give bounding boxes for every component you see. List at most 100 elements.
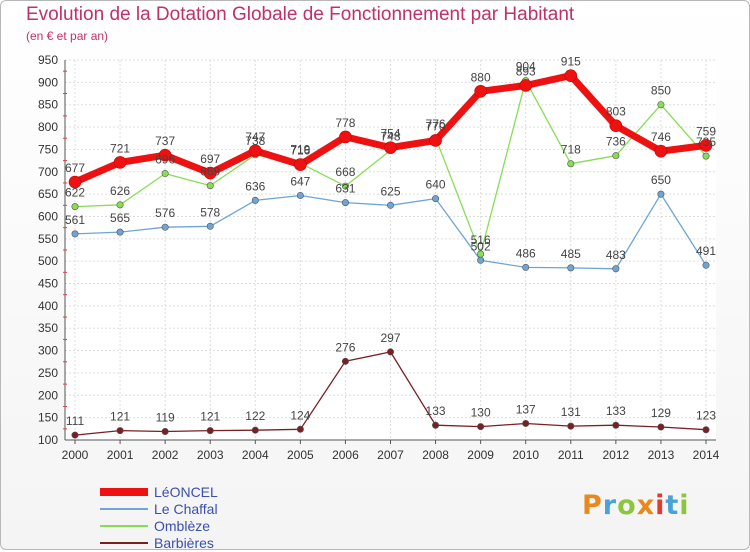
x-tick-label: 2006 [332,448,359,462]
legend: LéONCEL Le Chaffal Omblèze Barbières [100,484,300,552]
x-tick-label: 2013 [648,448,675,462]
legend-label: LéONCEL [154,484,218,500]
data-label-leoncel: 721 [110,141,130,155]
data-label-le-chaffal: 640 [426,178,446,192]
data-point-ombleze [702,152,710,160]
data-point-le-chaffal [477,256,485,264]
data-label-le-chaffal: 647 [290,174,310,188]
y-tick-label: 800 [38,120,58,134]
data-point-leoncel [564,69,578,82]
legend-item-ombleze: Omblèze [100,518,300,535]
data-point-leoncel [654,144,668,158]
data-point-leoncel [609,119,623,133]
data-label-leoncel: 770 [426,119,446,133]
data-point-le-chaffal [522,263,530,271]
y-tick-label: 400 [38,299,58,313]
data-point-le-chaffal [116,228,124,236]
legend-label: Omblèze [154,518,211,534]
data-point-le-chaffal [296,191,304,199]
y-tick-label: 350 [38,321,58,335]
data-label-le-chaffal: 578 [200,205,220,219]
legend-swatch-le-chaffal [100,508,148,510]
data-point-leoncel [158,148,172,162]
x-tick-label: 2012 [603,448,630,462]
data-label-barbieres: 137 [516,402,536,416]
data-point-le-chaffal [432,195,440,203]
data-label-leoncel: 893 [516,64,536,78]
data-point-barbieres [386,348,394,356]
data-label-ombleze: 738 [245,134,265,148]
y-tick-label: 750 [38,142,58,156]
data-label-leoncel: 716 [290,144,310,158]
logo-letter: x [636,490,656,521]
data-point-le-chaffal [386,201,394,209]
data-point-leoncel [248,144,262,158]
data-label-ombleze: 696 [155,153,175,167]
x-tick-label: 2004 [242,448,269,462]
data-label-barbieres: 119 [156,411,175,425]
x-tick-label: 2014 [693,448,720,462]
data-point-barbieres [477,423,485,431]
y-tick-label: 950 [38,53,58,67]
y-tick-label: 700 [38,165,58,179]
data-label-ombleze: 850 [651,84,671,98]
x-tick-label: 2010 [512,448,539,462]
data-point-ombleze [477,250,485,258]
data-label-barbieres: 124 [290,408,310,422]
data-point-le-chaffal [657,190,665,198]
data-label-barbieres: 133 [606,404,626,418]
y-tick-label: 500 [38,254,58,268]
y-tick-label: 550 [38,232,58,246]
x-tick-label: 2005 [287,448,314,462]
data-label-leoncel: 759 [696,124,716,138]
logo-letter: i [655,490,666,521]
data-label-ombleze: 516 [471,233,491,247]
data-label-barbieres: 121 [200,410,220,424]
y-tick-label: 300 [38,344,58,358]
data-label-barbieres: 129 [651,406,671,420]
data-point-barbieres [161,428,169,436]
y-tick-label: 250 [38,366,58,380]
x-tick-label: 2009 [467,448,494,462]
y-tick-label: 900 [38,75,58,89]
data-point-leoncel [339,130,352,144]
data-point-leoncel [429,134,442,147]
y-tick-label: 600 [38,209,58,223]
data-point-barbieres [522,419,530,427]
data-point-barbieres [71,431,79,439]
legend-item-barbieres: Barbières [100,535,300,552]
logo-letter: r [602,490,618,521]
data-label-barbieres: 121 [110,410,130,424]
data-point-barbieres [612,421,620,429]
data-label-le-chaffal: 636 [245,179,265,193]
data-label-barbieres: 131 [561,405,581,419]
x-tick-label: 2003 [197,448,224,462]
data-point-barbieres [702,426,710,434]
x-tick-label: 2007 [377,448,404,462]
data-label-ombleze: 735 [696,135,716,149]
data-point-barbieres [567,422,575,430]
data-point-ombleze [116,201,124,209]
data-label-le-chaffal: 502 [471,239,491,253]
data-label-barbieres: 130 [471,406,491,420]
data-label-ombleze: 668 [335,165,355,179]
data-point-barbieres [251,426,259,434]
data-label-le-chaffal: 485 [561,247,581,261]
data-point-leoncel [294,158,307,171]
x-tick-label: 2000 [62,448,89,462]
data-label-leoncel: 778 [335,116,355,130]
chart-subtitle: (en € et par an) [26,29,109,43]
y-tick-label: 850 [38,98,58,112]
data-label-ombleze: 904 [516,60,536,74]
data-label-ombleze: 719 [290,142,310,156]
data-point-barbieres [206,427,214,435]
x-tick-label: 2002 [152,448,179,462]
logo-letter: i [679,490,690,521]
data-point-barbieres [657,423,665,431]
data-label-ombleze: 669 [200,165,220,179]
data-label-leoncel: 880 [471,70,491,84]
data-point-leoncel [113,156,127,169]
data-label-le-chaffal: 576 [155,206,175,220]
data-point-leoncel [519,79,533,92]
